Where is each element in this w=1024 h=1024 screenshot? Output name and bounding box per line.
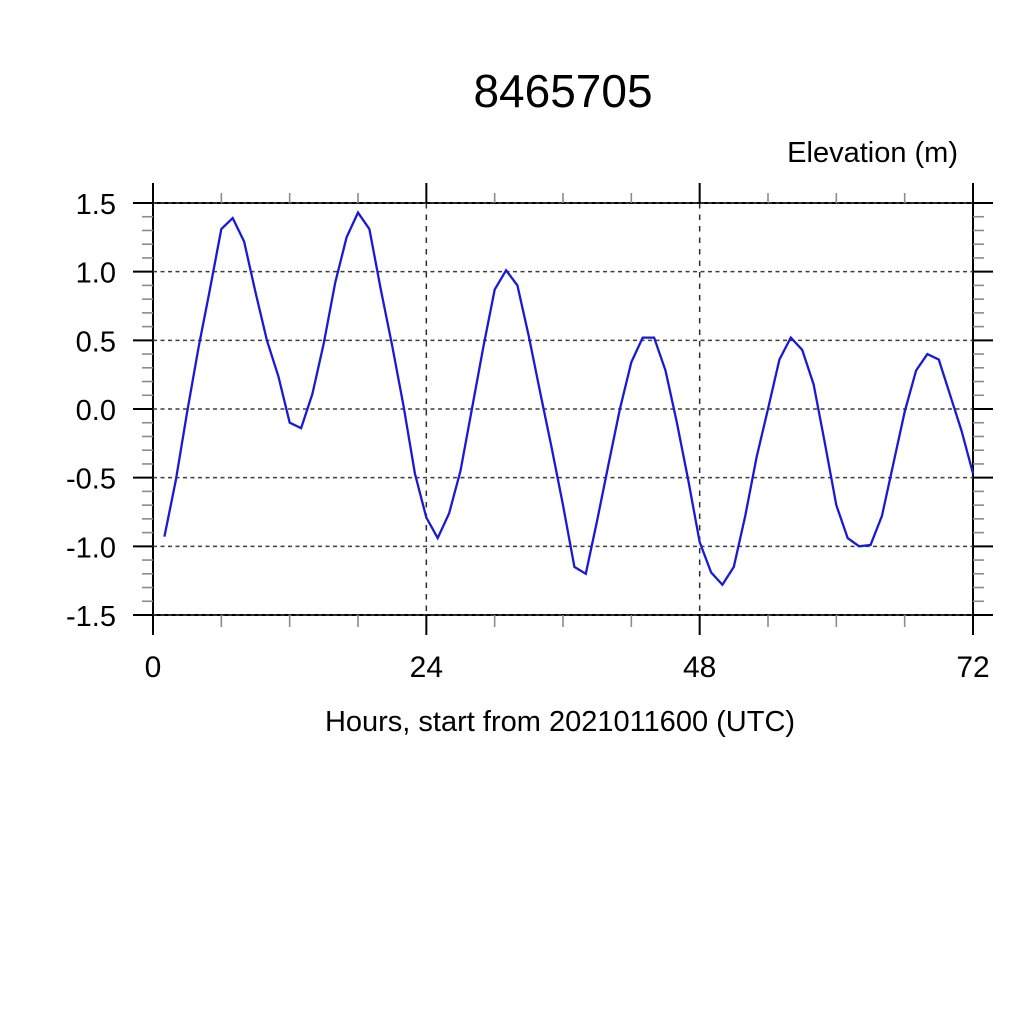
y-tick-label: 0.0 [76,395,116,427]
y-tick-label: -1.0 [66,532,116,564]
y-tick-label: 0.5 [76,326,116,358]
tick-label-layer: 1.5 1.0 0.5 0.0 -0.5 -1.0 -1.5 0 24 48 72 [66,189,990,684]
x-tick-label: 48 [683,651,716,684]
x-tick-label: 24 [410,651,443,684]
y-unit-label: Elevation (m) [787,137,958,169]
y-tick-label: 1.0 [76,258,116,290]
series-layer [163,210,975,587]
gridline-layer [153,202,973,616]
elevation-line [163,210,975,587]
y-tick-label: -0.5 [66,464,116,496]
y-tick-label: -1.5 [66,601,116,633]
x-axis-title: Hours, start from 2021011600 (UTC) [325,706,795,738]
chart-title: 8465705 [473,65,652,117]
tick-layer [133,183,993,635]
x-tick-label: 72 [956,651,989,684]
x-tick-label: 0 [145,651,162,684]
y-tick-label: 1.5 [76,189,116,221]
